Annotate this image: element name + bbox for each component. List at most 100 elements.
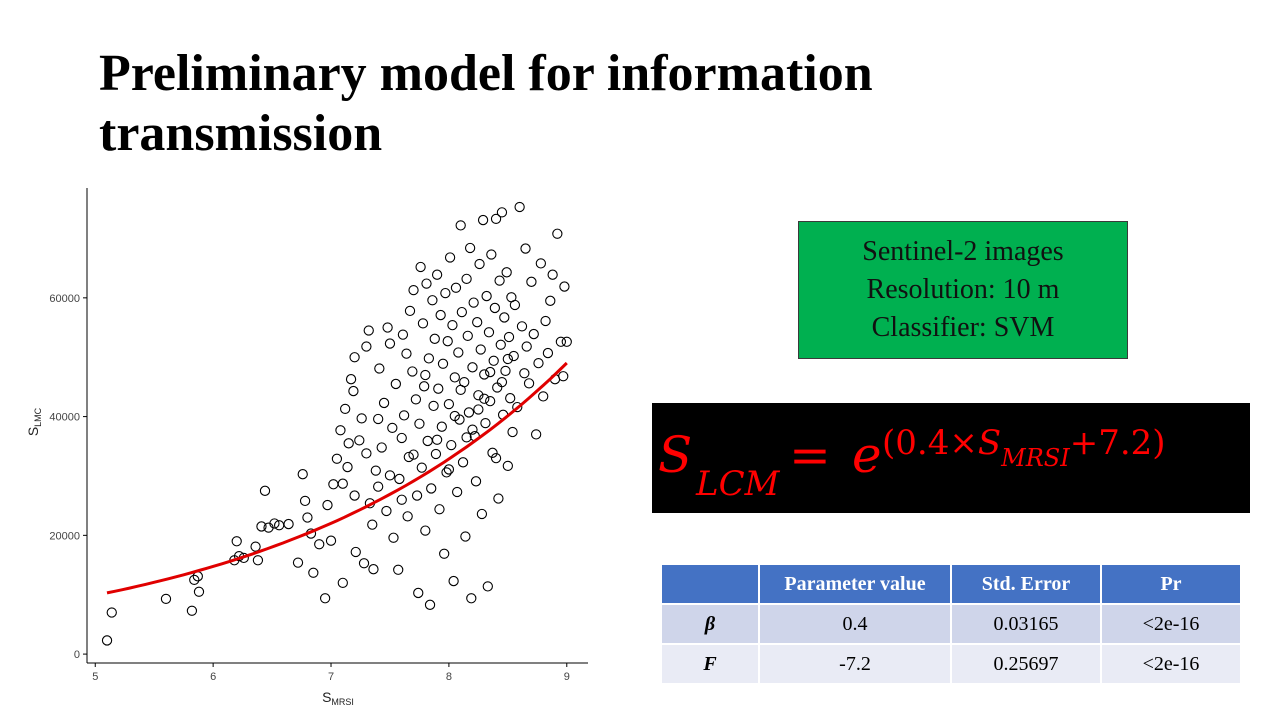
table-row: β 0.4 0.03165 <2e-16 <box>660 603 1242 645</box>
data-point <box>370 465 381 476</box>
data-point <box>415 261 426 273</box>
data-point <box>559 281 570 292</box>
info-line-images: Sentinel-2 images <box>862 236 1064 267</box>
info-line-resolution: Resolution: 10 m <box>866 274 1060 305</box>
x-tick-label: 8 <box>446 671 452 683</box>
data-point <box>473 404 484 415</box>
data-point <box>343 438 354 449</box>
data-point <box>417 318 429 329</box>
data-point <box>430 448 442 460</box>
data-point <box>335 425 346 436</box>
data-point <box>374 363 385 374</box>
formula-equals: = <box>789 426 831 484</box>
data-point <box>496 207 508 218</box>
data-point <box>535 258 546 269</box>
y-tick-label: 0 <box>74 649 80 661</box>
data-point <box>382 322 393 333</box>
data-point <box>193 586 205 597</box>
formula-base: e <box>852 426 882 484</box>
data-point <box>345 374 357 385</box>
info-box: Sentinel-2 images Resolution: 10 m Class… <box>798 221 1128 359</box>
data-point <box>269 518 280 529</box>
exponent-variable: S <box>977 423 1002 463</box>
data-point <box>368 564 379 575</box>
data-point <box>444 252 456 263</box>
data-point <box>468 297 479 308</box>
data-point <box>390 378 402 390</box>
data-point <box>424 599 436 610</box>
data-point <box>446 439 457 451</box>
param-pr: <2e-16 <box>1100 643 1242 685</box>
data-point <box>540 315 551 327</box>
data-point <box>259 485 271 496</box>
data-point <box>464 242 476 254</box>
formula-exponent: (0.4×SMRSI+7.2) <box>882 423 1166 472</box>
data-point <box>250 541 261 552</box>
data-point <box>189 574 200 586</box>
data-point <box>447 320 458 331</box>
data-point <box>252 555 264 566</box>
data-point <box>428 400 439 412</box>
data-point <box>435 309 446 321</box>
data-point <box>283 518 294 530</box>
data-point <box>393 564 404 575</box>
data-point <box>443 464 455 475</box>
data-point <box>429 333 440 344</box>
data-point <box>561 336 572 347</box>
formula-lhs-subscript: LCM <box>696 464 780 504</box>
data-point <box>526 276 537 287</box>
data-point <box>408 449 419 460</box>
data-point <box>413 587 424 599</box>
param-value: 0.4 <box>758 603 952 645</box>
data-point <box>490 453 502 464</box>
data-point <box>384 470 396 481</box>
data-point <box>496 377 508 388</box>
data-point <box>472 317 483 328</box>
data-point <box>331 453 343 464</box>
header-std-error: Std. Error <box>950 563 1102 605</box>
data-point <box>440 287 451 299</box>
data-point <box>186 605 198 616</box>
data-point <box>411 490 423 501</box>
param-name: β <box>660 603 760 645</box>
data-point <box>420 369 431 381</box>
data-point <box>483 327 495 338</box>
model-formula: S LCM = e (0.4×SMRSI+7.2) <box>652 403 1250 513</box>
data-point <box>449 372 460 383</box>
data-point <box>521 341 532 352</box>
data-point <box>477 214 489 226</box>
data-point <box>461 432 472 443</box>
data-point <box>530 429 542 440</box>
param-std-error: 0.03165 <box>950 603 1102 645</box>
data-point <box>384 338 396 349</box>
data-point <box>501 267 512 278</box>
data-point <box>410 394 422 405</box>
data-point <box>356 413 367 424</box>
data-point <box>402 511 413 522</box>
data-point <box>376 442 387 453</box>
data-point <box>488 355 499 366</box>
data-point <box>422 435 433 447</box>
data-point <box>552 228 563 239</box>
data-point <box>455 220 466 231</box>
data-point <box>297 469 308 480</box>
data-point <box>495 339 506 350</box>
parameter-table: Parameter value Std. Error Pr β 0.4 0.03… <box>660 563 1242 685</box>
data-point <box>453 347 464 358</box>
param-std-error: 0.25697 <box>950 643 1102 685</box>
data-point <box>404 305 416 317</box>
data-point <box>325 535 337 546</box>
info-line-classifier: Classifier: SVM <box>871 312 1055 343</box>
data-points <box>101 201 572 646</box>
data-point <box>437 358 449 369</box>
data-point <box>547 269 558 280</box>
data-point <box>449 410 460 422</box>
data-point <box>512 401 523 413</box>
data-point <box>299 495 311 507</box>
data-point <box>479 369 490 380</box>
data-point <box>473 390 484 401</box>
formula-lhs: S <box>658 426 693 484</box>
data-point <box>363 325 374 336</box>
data-point <box>354 435 365 446</box>
slide-title: Preliminary model for information transm… <box>99 45 873 162</box>
